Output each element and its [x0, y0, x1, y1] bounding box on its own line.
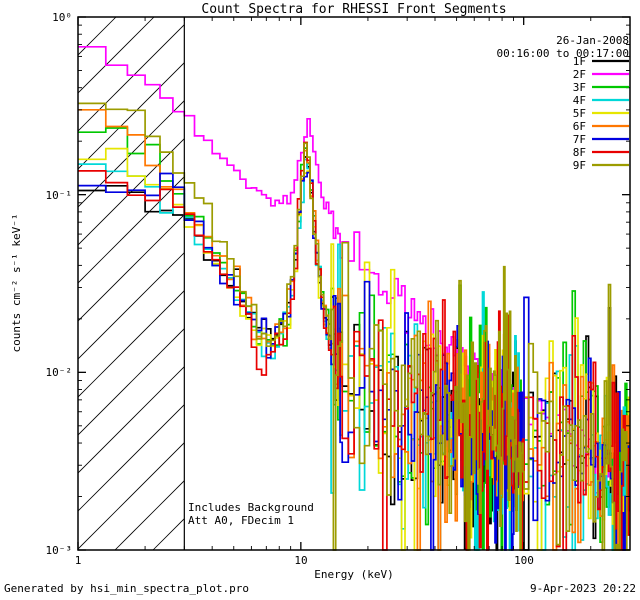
hatch-line: [78, 442, 185, 550]
excluded-region-hatch: [78, 17, 185, 550]
y-tick-label-1e-3: 10⁻³: [46, 544, 73, 557]
plot-frame: [77, 16, 631, 551]
footer-generator: Generated by hsi_min_spectra_plot.pro: [4, 582, 249, 595]
y-tick-label-1e-1: 10⁻¹: [46, 189, 73, 202]
hatch-line: [78, 328, 185, 436]
note-attenuator-state: Att A0, FDecim 1: [188, 514, 294, 527]
observation-time-range: 00:16:00 to 00:17:00: [497, 47, 629, 60]
hatch-line: [78, 17, 155, 94]
legend-label-9F: 9F: [573, 159, 586, 172]
y-axis-label: counts cm⁻² s⁻¹ keV⁻¹: [10, 213, 23, 352]
legend-label-8F: 8F: [573, 146, 586, 159]
chart-title: Count Spectra for RHESSI Front Segments: [201, 2, 506, 17]
x-tick-label-1: 1: [75, 554, 82, 567]
hatch-line: [78, 176, 185, 284]
hatch-line: [114, 480, 185, 550]
observation-date: 26-Jan-2008: [556, 34, 629, 47]
legend-label-1F: 1F: [573, 55, 586, 68]
hatch-line: [78, 24, 185, 132]
legend-label-2F: 2F: [573, 68, 586, 81]
series-9F-curve: [78, 102, 630, 551]
legend-label-6F: 6F: [573, 120, 586, 133]
spectra-curves: [78, 45, 630, 551]
hatch-line: [78, 214, 185, 322]
legend-label-4F: 4F: [573, 94, 586, 107]
x-tick-label-10: 10: [294, 554, 307, 567]
hatch-line: [78, 366, 185, 474]
note-includes-background: Includes Background: [188, 501, 314, 514]
hatch-line: [78, 404, 185, 512]
y-tick-label-1e-2: 10⁻²: [46, 366, 73, 379]
x-axis-label: Energy (keV): [314, 568, 393, 581]
legend-label-5F: 5F: [573, 107, 586, 120]
y-tick-label-1e0: 10⁰: [52, 11, 72, 24]
hatch-line: [78, 252, 185, 360]
hatch-line: [78, 290, 185, 398]
footer-timestamp: 9-Apr-2023 20:22: [530, 582, 636, 595]
axes: [77, 16, 631, 551]
legend-label-7F: 7F: [573, 133, 586, 146]
legend-label-3F: 3F: [573, 81, 586, 94]
hatch-line: [78, 100, 185, 208]
x-tick-label-100: 100: [514, 554, 534, 567]
hatch-line: [78, 62, 185, 170]
